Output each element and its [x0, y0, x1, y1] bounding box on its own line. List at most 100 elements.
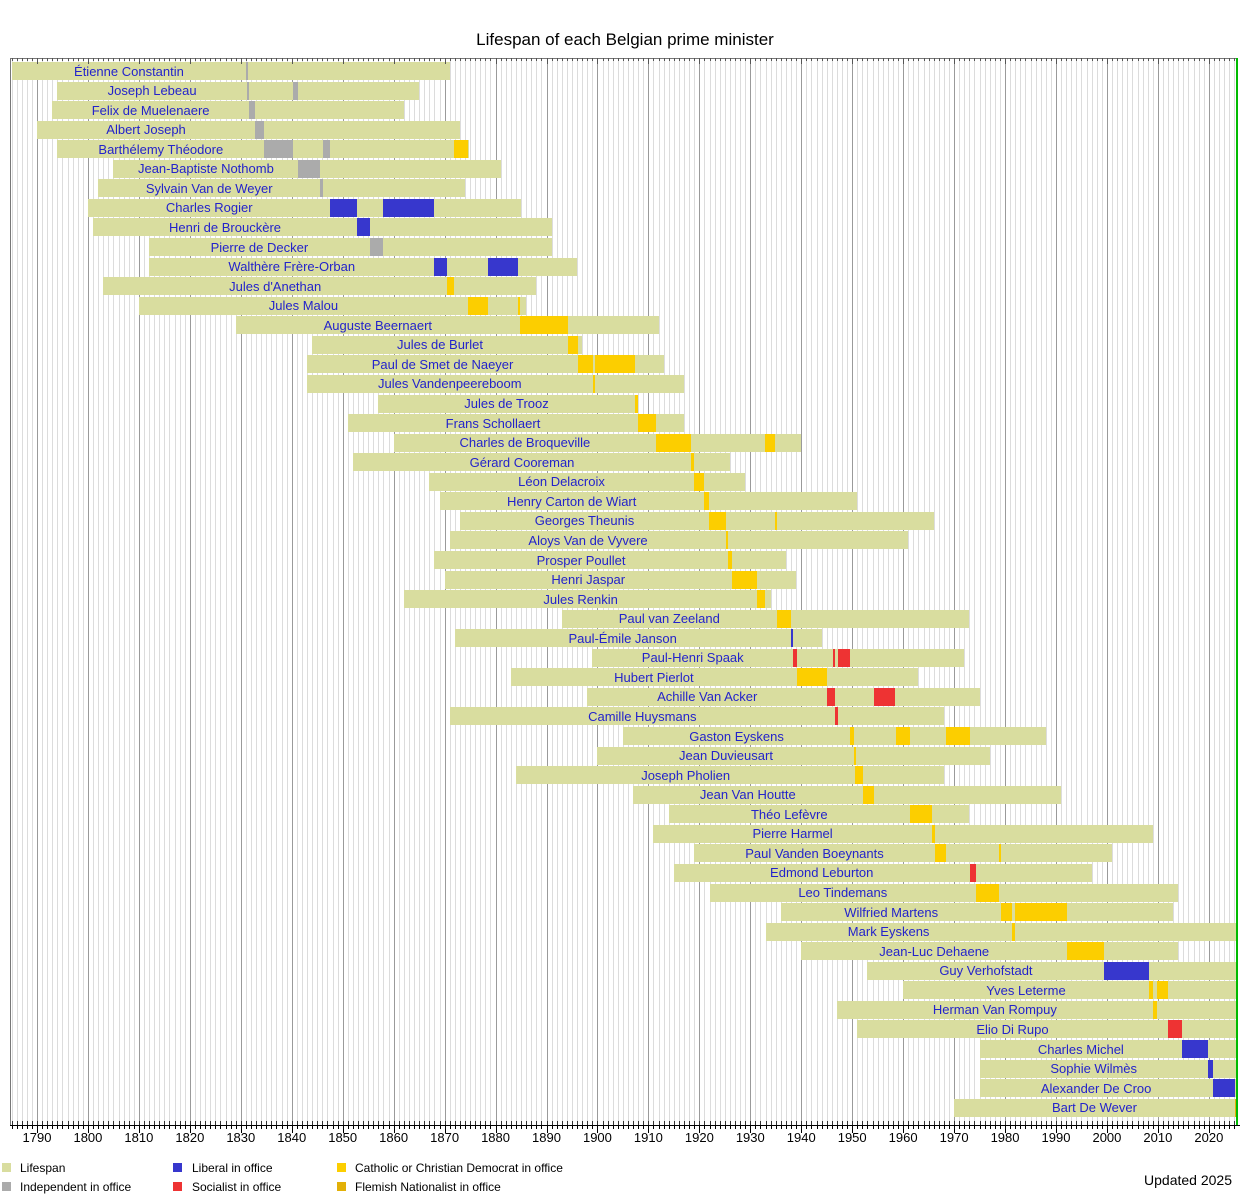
top-tick [1234, 58, 1236, 61]
top-tick [194, 58, 196, 61]
axis-tick-up [383, 1121, 385, 1125]
axis-tick-down [587, 1126, 589, 1129]
lifespan-bar [587, 687, 980, 706]
grid-year-line [775, 58, 777, 1125]
grid-year-line [999, 58, 1001, 1125]
axis-tick-up [1234, 1121, 1236, 1125]
axis-tick-down [337, 1126, 339, 1129]
axis-tick-up [164, 1121, 166, 1125]
grid-year-line [989, 58, 991, 1125]
axis-tick-down [943, 1126, 945, 1129]
axis-tick-up [592, 1121, 594, 1125]
axis-tick-up [1071, 1121, 1073, 1125]
axis-tick-up [587, 1121, 589, 1125]
top-tick [337, 58, 339, 61]
office-term-liberal [1104, 961, 1149, 980]
axis-tick-up [16, 1121, 18, 1125]
axis-tick-up [419, 1121, 421, 1125]
axis-tick-down [307, 1126, 309, 1129]
axis-tick-up [551, 1121, 553, 1125]
axis-tick-down [1040, 1126, 1042, 1129]
top-tick [999, 58, 1001, 61]
axis-tick-up [526, 1121, 528, 1125]
top-tick [179, 58, 181, 61]
top-tick [740, 58, 742, 61]
pm-name-label: Jules Malou [268, 298, 339, 314]
office-term-independent [264, 140, 294, 159]
axis-tick-up [521, 1121, 523, 1125]
axis-tick-down [729, 1126, 731, 1129]
grid-decade-line [801, 58, 803, 1125]
axis-tick-up [546, 1121, 548, 1125]
lifespan-bar [444, 570, 797, 589]
axis-tick-up [266, 1121, 268, 1125]
grid-year-line [357, 58, 359, 1125]
x-axis-tick-label: 1890 [532, 1130, 561, 1145]
office-term-catholic [776, 609, 791, 628]
top-tick [1015, 58, 1017, 61]
axis-tick-down [357, 1126, 359, 1129]
office-term-independent [248, 101, 256, 120]
office-term-catholic [946, 727, 970, 746]
axis-tick-down [653, 1126, 655, 1129]
chart-left-border [10, 58, 11, 1125]
axis-tick-up [735, 1121, 736, 1125]
lifespan-bar [378, 394, 639, 413]
top-tick [143, 58, 145, 61]
axis-tick-down [363, 1126, 365, 1129]
grid-year-line [908, 58, 910, 1125]
axis-tick-down [495, 1126, 497, 1133]
axis-tick-down [108, 1126, 110, 1129]
axis-tick-down [235, 1126, 237, 1129]
axis-tick-up [225, 1121, 227, 1125]
axis-tick-up [765, 1121, 767, 1125]
lifespan-bar [765, 922, 1238, 941]
axis-tick-down [811, 1126, 813, 1129]
axis-tick-up [719, 1121, 721, 1125]
lifespan-bar [780, 903, 1174, 922]
axis-tick-up [317, 1121, 319, 1125]
axis-tick-up [1010, 1121, 1012, 1125]
office-term-catholic [656, 433, 692, 452]
grid-decade-line [1157, 58, 1159, 1125]
axis-tick-up [1137, 1121, 1139, 1125]
axis-tick-up [128, 1121, 130, 1125]
top-tick [1198, 58, 1200, 61]
axis-tick-up [842, 1121, 843, 1125]
top-tick [1162, 58, 1164, 61]
axis-tick-down [923, 1126, 925, 1129]
axis-tick-up [93, 1121, 95, 1125]
axis-tick-up [668, 1121, 670, 1125]
grid-year-line [235, 58, 237, 1125]
office-term-catholic [731, 570, 758, 589]
top-tick [189, 58, 191, 64]
top-tick [842, 58, 843, 61]
top-tick [745, 58, 747, 61]
top-tick [230, 58, 232, 61]
axis-tick-up [780, 1121, 782, 1125]
pm-name-label: Aloys Van de Vyvere [528, 532, 648, 548]
top-tick [240, 58, 242, 64]
grid-year-line [77, 58, 79, 1125]
grid-year-line [780, 58, 782, 1125]
axis-tick-up [1066, 1121, 1068, 1125]
grid-year-line [1050, 58, 1052, 1125]
grid-year-line [225, 58, 227, 1125]
top-tick [648, 58, 650, 64]
lifespan-bar [515, 766, 944, 785]
pm-name-label: Jules d'Anethan [229, 278, 322, 294]
axis-tick-up [689, 1121, 691, 1125]
axis-tick-up [1015, 1121, 1017, 1125]
top-tick [566, 58, 568, 61]
axis-tick-down [892, 1126, 894, 1129]
x-axis-tick-label: 1840 [277, 1130, 307, 1145]
axis-tick-down [755, 1126, 757, 1129]
top-tick [1112, 58, 1114, 61]
axis-tick-up [821, 1121, 823, 1125]
axis-tick-down [959, 1126, 961, 1129]
lifespan-bar [347, 414, 685, 433]
x-axis-tick-label: 1880 [481, 1130, 510, 1145]
axis-tick-down [352, 1126, 354, 1129]
grid-year-line [847, 58, 849, 1125]
